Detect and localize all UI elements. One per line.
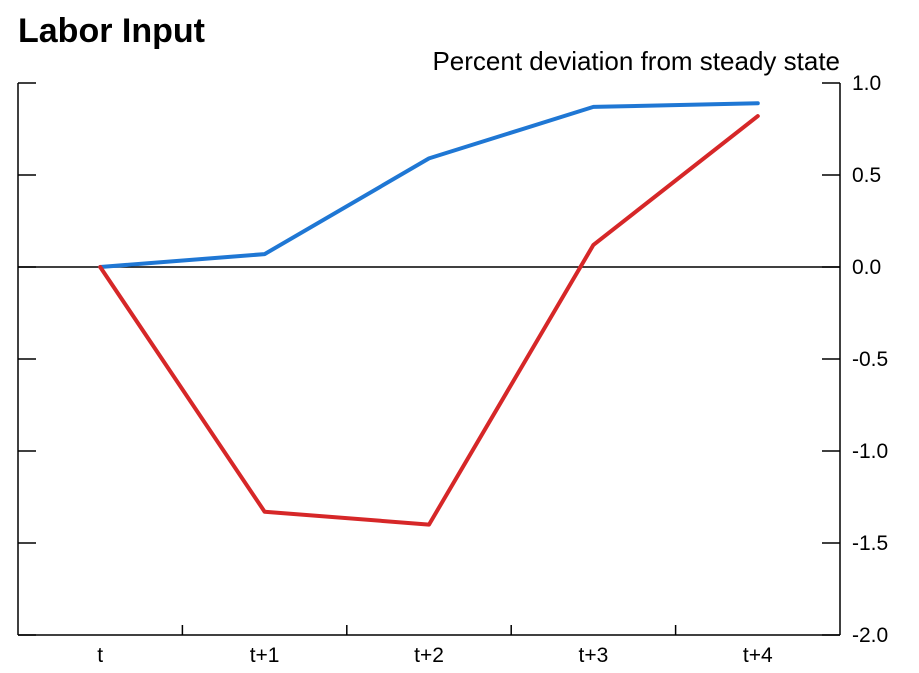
x-tick-label: t+1 — [250, 644, 280, 667]
y-tick-label: -2.0 — [852, 624, 888, 647]
chart-title: Labor Input — [18, 12, 205, 50]
chart-subtitle: Percent deviation from steady state — [432, 46, 840, 76]
x-tick-label: t+4 — [743, 644, 773, 667]
y-tick-label: -1.5 — [852, 532, 888, 555]
y-tick-label: 1.0 — [852, 72, 881, 95]
plot-area: 1.0 0.5 0.0 -0.5 -1.0 -1.5 -2.0 t t+1 t+2 t+3 t+4 — [18, 72, 888, 667]
x-tick-label: t+2 — [414, 644, 444, 667]
series-line-2 — [100, 116, 758, 524]
y-tick-label: 0.5 — [852, 164, 881, 187]
x-tick-label: t — [97, 644, 103, 667]
series-line-1 — [100, 103, 758, 267]
x-tick-label: t+3 — [579, 644, 609, 667]
y-tick-label: 0.0 — [852, 256, 881, 279]
y-tick-label: -0.5 — [852, 348, 888, 371]
y-tick-label: -1.0 — [852, 440, 888, 463]
